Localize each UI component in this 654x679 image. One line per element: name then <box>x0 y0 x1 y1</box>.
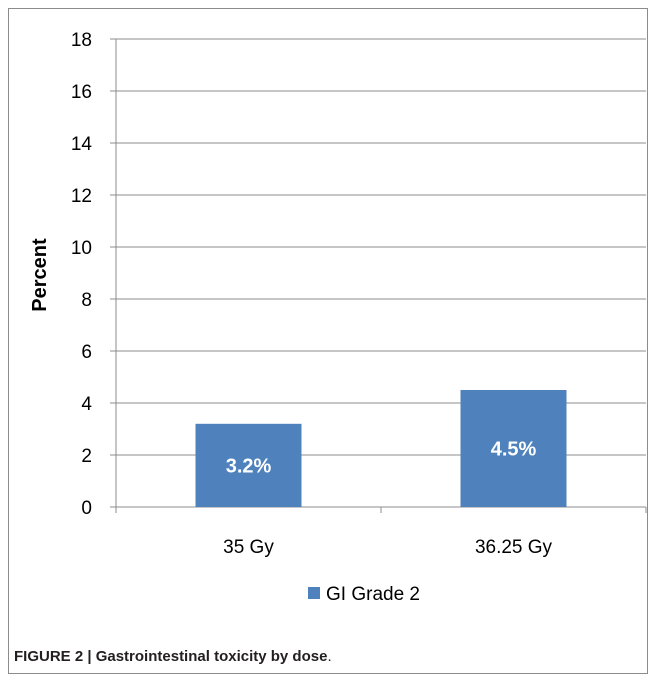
x-tick-label: 36.25 Gy <box>475 537 553 558</box>
y-tick-label: 8 <box>81 290 92 311</box>
legend-label: GI Grade 2 <box>326 584 420 605</box>
y-tick-label: 14 <box>71 134 93 155</box>
legend-swatch <box>308 587 320 599</box>
figure-frame <box>8 8 648 674</box>
legend: GI Grade 2 <box>308 584 420 605</box>
y-tick-label: 10 <box>71 238 92 259</box>
caption-label: FIGURE 2 | Gastrointestinal toxicity by … <box>14 648 328 665</box>
figure-caption: FIGURE 2 | Gastrointestinal toxicity by … <box>14 648 332 665</box>
bar <box>460 390 567 507</box>
bars: 3.2% 4.5% <box>195 390 567 507</box>
y-tick-label: 0 <box>81 498 92 519</box>
y-tick-label: 4 <box>81 394 92 415</box>
bar-data-label: 4.5% <box>491 439 537 461</box>
y-tick-label: 18 <box>71 30 92 51</box>
y-tick-label: 6 <box>81 342 92 363</box>
y-tick-label: 16 <box>71 82 92 103</box>
bar-data-label: 3.2% <box>226 455 272 477</box>
y-tick-label: 12 <box>71 186 92 207</box>
x-tick-labels: 35 Gy 36.25 Gy <box>223 537 552 558</box>
x-tick-label: 35 Gy <box>223 537 274 558</box>
y-tick-label: 2 <box>81 446 92 467</box>
bar <box>195 423 302 507</box>
y-axis-label: Percent <box>29 238 51 312</box>
caption-suffix: . <box>327 648 332 665</box>
y-tick-labels: 0 2 4 6 8 10 12 14 16 18 <box>71 30 93 519</box>
